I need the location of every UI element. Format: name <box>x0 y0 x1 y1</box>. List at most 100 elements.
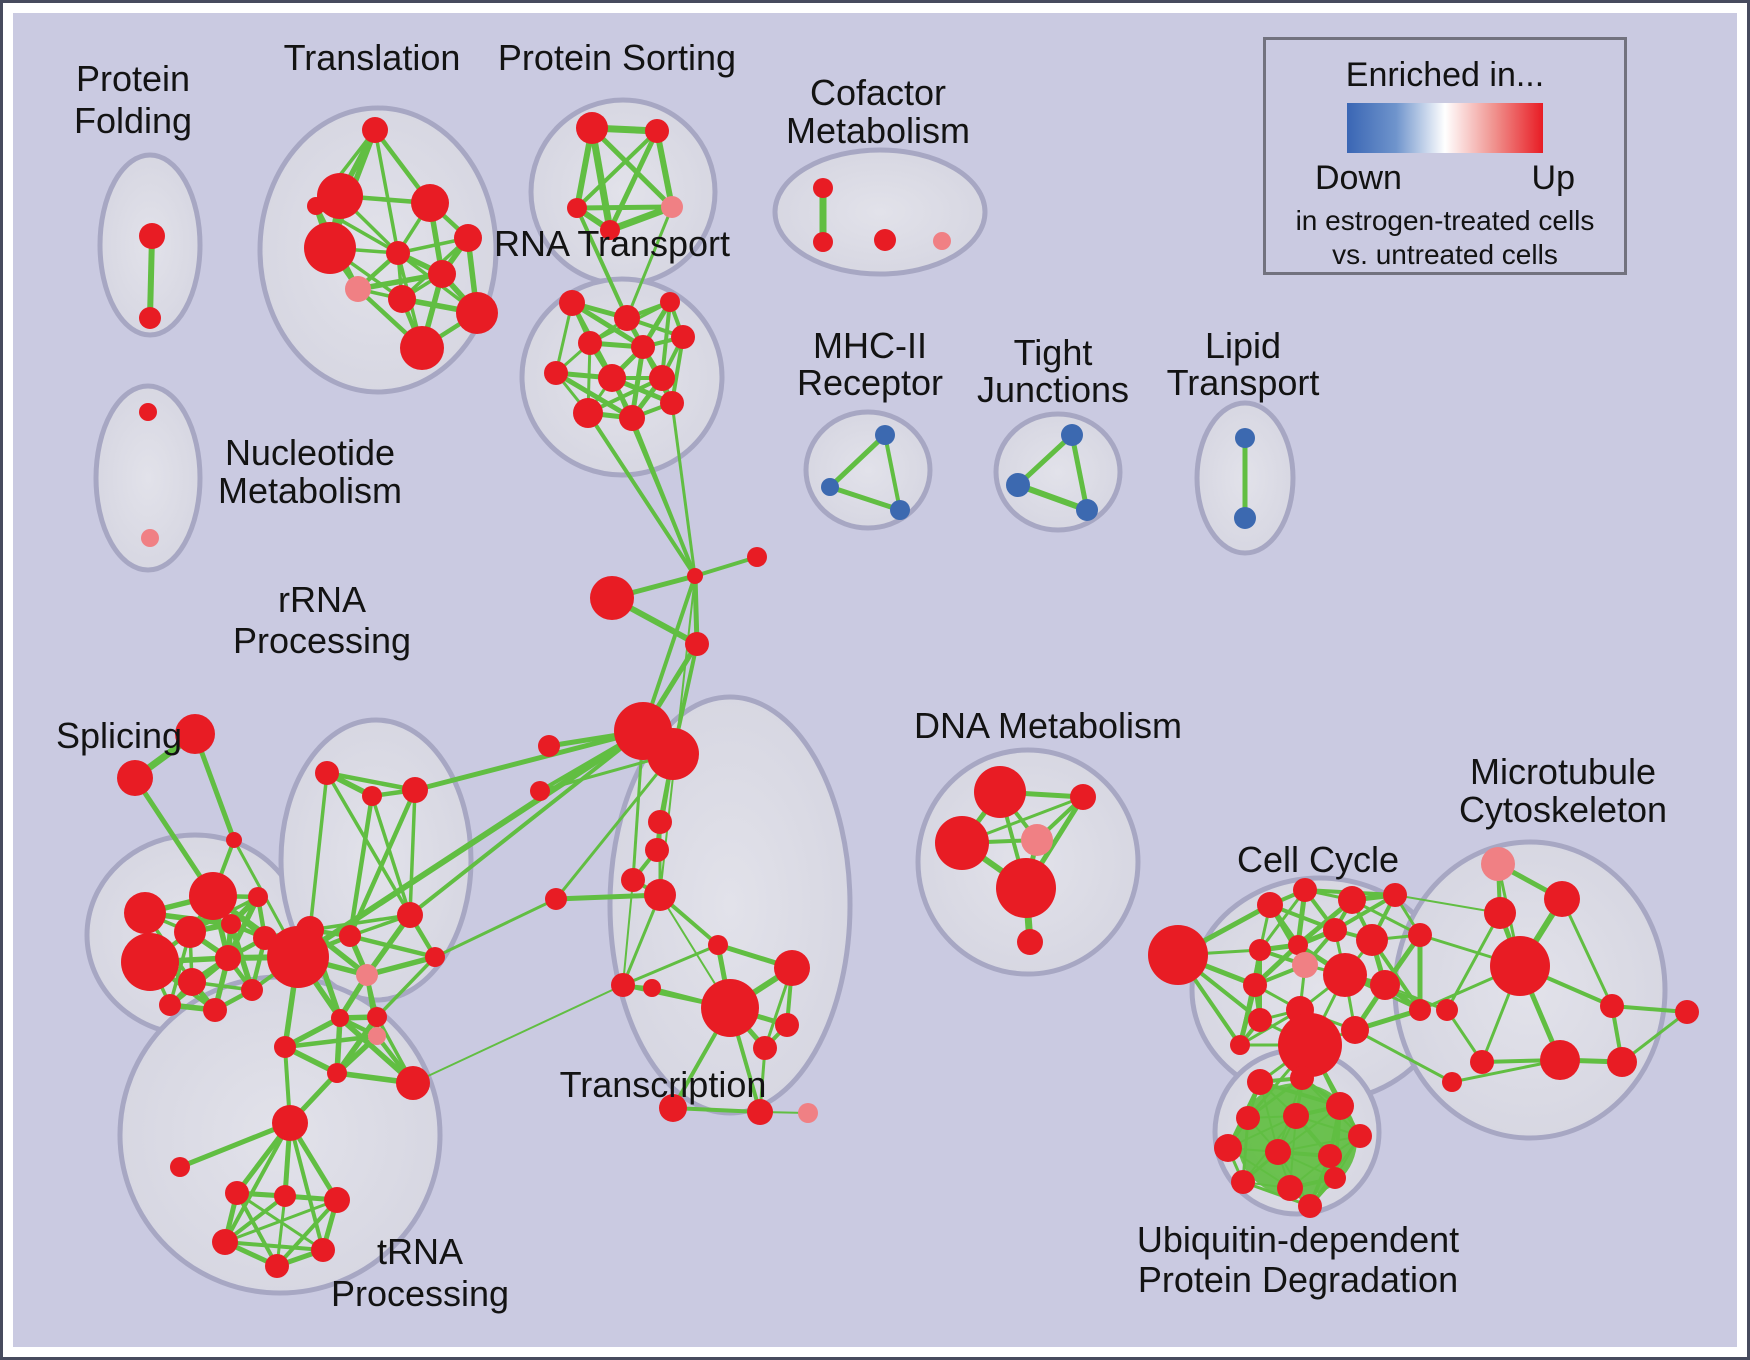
edge-microtubule_cytoskeleton-5 <box>1560 898 1614 1007</box>
node-tight_junctions-0 <box>1061 424 1083 446</box>
node-ubiquitin_degradation-8 <box>1231 1170 1255 1194</box>
node-rna_transport-9 <box>573 398 603 428</box>
legend-endpoint-labels: Down Up <box>1315 159 1575 198</box>
node-trna_processing-1 <box>170 1157 190 1177</box>
edge-rrna_processing-5 <box>370 795 412 916</box>
node-rna_transport-3 <box>578 331 602 355</box>
cluster-transcription-label: Transcription <box>560 1064 767 1105</box>
link-connector-transcription-13 <box>555 892 661 902</box>
node-transcription-2 <box>621 868 645 892</box>
node-translation-9 <box>388 285 416 313</box>
node-ubiquitin_degradation-6 <box>1265 1139 1291 1165</box>
link-rna_transport-connector-2 <box>586 411 697 578</box>
link-connector-rrna_processing-8 <box>296 728 645 960</box>
edge-connector-0 <box>694 555 758 578</box>
node-cell_cycle-10 <box>1243 973 1267 997</box>
node-translation-10 <box>456 292 498 334</box>
edge-transcription-23 <box>622 943 719 987</box>
node-cell_cycle-12 <box>1323 953 1367 997</box>
cluster-mhc2_receptor-ellipse <box>803 409 933 531</box>
link-connector-rrna_processing-7 <box>408 729 645 917</box>
node-transcription-11 <box>659 1094 687 1122</box>
node-rrna_processing-6 <box>397 902 423 928</box>
node-rna_transport-5 <box>671 325 695 349</box>
node-ubiquitin_degradation-9 <box>1277 1175 1303 1201</box>
node-splicing-11 <box>241 979 263 1001</box>
node-rna_transport-11 <box>660 391 684 415</box>
cluster-tight_junctions-label: Junctions <box>977 369 1129 410</box>
node-trna_processing-3 <box>274 1185 296 1207</box>
node-rna_transport-8 <box>649 365 675 391</box>
node-splicing-7 <box>215 945 241 971</box>
node-rrna_processing-10 <box>331 1009 349 1027</box>
node-cofactor_metabolism-3 <box>933 232 951 250</box>
cluster-rrna_processing-label: rRNA <box>278 579 366 620</box>
link-connector-rrna_processing-6 <box>414 728 644 793</box>
cluster-mhc2_receptor-label: Receptor <box>797 362 943 403</box>
node-triangle-1 <box>117 760 153 796</box>
node-rrna_processing-2 <box>402 777 428 803</box>
node-transcription-6 <box>643 979 661 997</box>
node-translation-2 <box>411 184 449 222</box>
node-transcription-5 <box>611 973 635 997</box>
edge-protein_sorting-6 <box>654 130 675 208</box>
node-rrna_processing-4 <box>267 926 329 988</box>
node-connector-6 <box>538 735 560 757</box>
edge-protein_sorting-2 <box>588 127 614 231</box>
node-trna_processing-4 <box>324 1187 350 1213</box>
node-cell_cycle-19 <box>1409 999 1431 1021</box>
cluster-protein_sorting-label: Protein Sorting <box>498 37 736 78</box>
node-rrna_processing-13 <box>327 1063 347 1083</box>
edge-cell_cycle-13 <box>1258 889 1307 951</box>
link-cell_cycle-microtubule_cytoskeleton-36 <box>1394 894 1501 914</box>
node-cofactor_metabolism-0 <box>813 178 833 198</box>
node-cell_cycle-13 <box>1370 970 1400 1000</box>
node-protein_folding-1 <box>139 307 161 329</box>
edge-cell_cycle-59 <box>1238 949 1262 1046</box>
edge-transcription-18 <box>672 1106 761 1114</box>
edge-trna_processing-13 <box>224 1240 324 1252</box>
node-translation-7 <box>428 260 456 288</box>
legend-gradient-bar <box>1347 103 1543 153</box>
node-transcription-9 <box>775 1013 799 1037</box>
node-translation-1 <box>317 173 363 219</box>
link-rna_transport-connector-4 <box>670 402 697 577</box>
node-transcription-4 <box>708 935 728 955</box>
cluster-cofactor_metabolism-ellipse <box>772 147 988 277</box>
node-microtubule_cytoskeleton-5 <box>1436 999 1458 1021</box>
node-trna_processing-6 <box>311 1238 335 1262</box>
edge-rrna_processing-8 <box>347 789 418 937</box>
edge-protein_sorting-4 <box>575 129 659 210</box>
node-rrna_processing-5 <box>339 925 361 947</box>
node-microtubule_cytoskeleton-2 <box>1484 897 1516 929</box>
node-cofactor_metabolism-2 <box>874 229 896 251</box>
cluster-mhc2_receptor-label: MHC-II <box>813 325 927 366</box>
cluster-tight_junctions-label: Tight <box>1014 332 1093 373</box>
edge-translation-3 <box>373 129 400 254</box>
node-cell_cycle-3 <box>1338 886 1366 914</box>
node-splicing-5 <box>121 933 179 991</box>
edge-rna_transport-23 <box>554 370 634 421</box>
node-translation-4 <box>304 222 356 274</box>
edge-rrna_processing-26 <box>349 933 436 960</box>
cluster-nucleotide_metabolism-ellipse <box>93 383 203 573</box>
node-microtubule_cytoskeleton-0 <box>1481 847 1515 881</box>
node-rrna_processing-11 <box>368 1027 386 1045</box>
node-cell_cycle-4 <box>1383 883 1407 907</box>
edge-rrna_processing-6 <box>347 795 375 937</box>
edge-protein_sorting-8 <box>576 204 673 211</box>
node-ubiquitin_degradation-11 <box>1298 1194 1322 1218</box>
cluster-lipid_transport-label: Transport <box>1167 362 1320 403</box>
node-splicing-1 <box>189 872 237 920</box>
node-rna_transport-0 <box>559 290 585 316</box>
node-rrna_processing-8 <box>425 947 445 967</box>
link-protein_sorting-rna_transport-0 <box>575 207 629 319</box>
node-rna_transport-4 <box>631 335 655 359</box>
edge-tight_junctions-0 <box>1016 433 1074 487</box>
legend-box: Enriched in... Down Up in estrogen-treat… <box>1263 37 1627 275</box>
node-cell_cycle-2 <box>1293 878 1317 902</box>
node-connector-0 <box>687 568 703 584</box>
cluster-tight_junctions-ellipse <box>993 411 1123 533</box>
cluster-ubiquitin_degradation-label: Protein Degradation <box>1138 1259 1458 1300</box>
